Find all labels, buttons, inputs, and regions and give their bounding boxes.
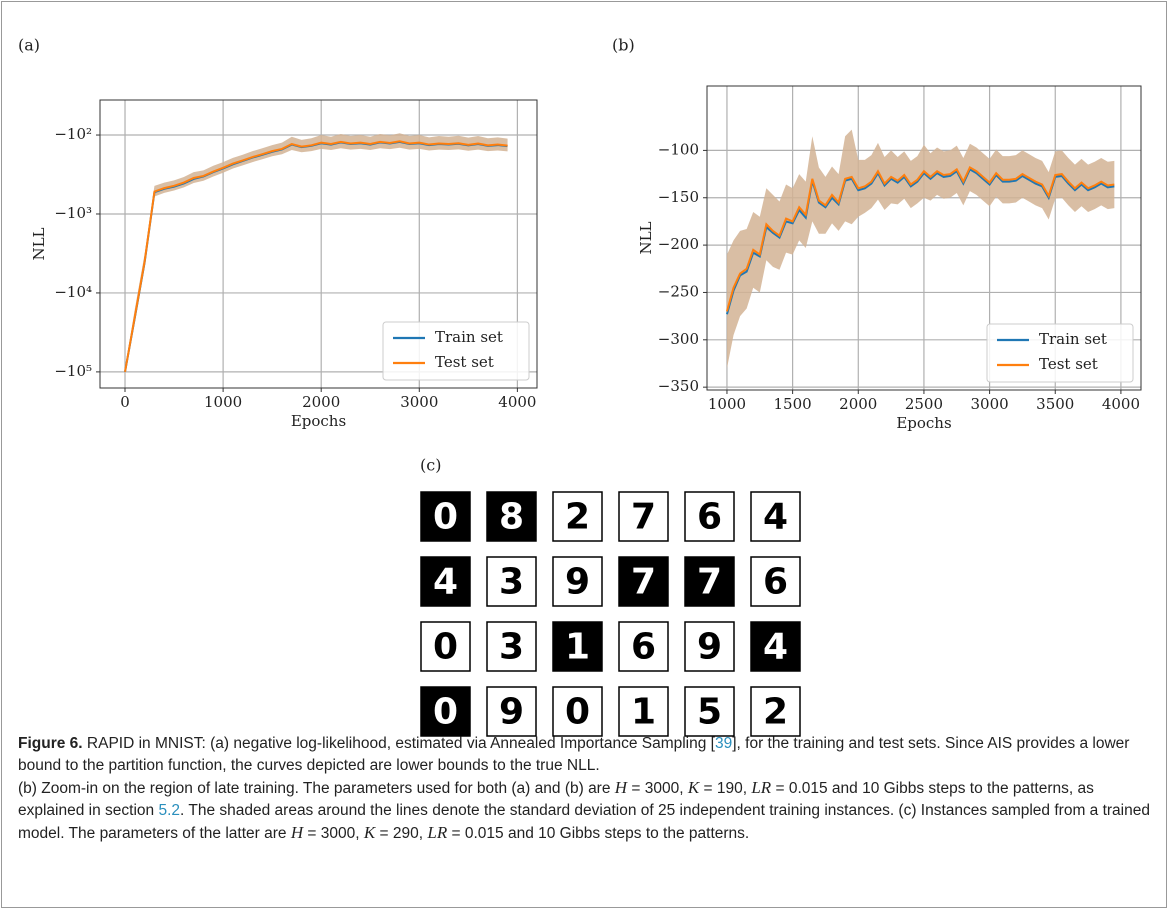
sample-digit: 4 — [433, 562, 458, 603]
math: LR — [751, 778, 771, 797]
x-tick-label: 4000 — [498, 393, 536, 411]
caption-text: = 0.015 and 10 Gibbs steps to the patter… — [447, 825, 749, 842]
sample-digit: 0 — [433, 692, 458, 733]
citation[interactable]: 39 — [715, 735, 732, 752]
sample-digit: 7 — [697, 562, 722, 603]
math: LR — [427, 823, 447, 842]
x-tick-label: 1000 — [204, 393, 242, 411]
sample-digit: 7 — [631, 562, 656, 603]
sample-digit: 6 — [631, 627, 656, 668]
legend-label: Test set — [1039, 355, 1098, 373]
caption: Figure 6. RAPID in MNIST: (a) negative l… — [18, 733, 1150, 845]
y-tick-label: −10³ — [54, 204, 92, 222]
page: (a) (b) (c) −10²−10³−10⁴−10⁵010002000300… — [0, 0, 1168, 912]
math: H — [615, 778, 627, 797]
sample-digit: 2 — [565, 497, 590, 538]
x-axis-label: Epochs — [291, 412, 346, 430]
x-axis-label: Epochs — [896, 414, 951, 432]
sample-digit: 9 — [565, 562, 590, 603]
sample-digit: 0 — [433, 497, 458, 538]
x-tick-label: 1000 — [708, 395, 746, 413]
x-tick-label: 2000 — [302, 393, 340, 411]
x-tick-label: 0 — [120, 393, 130, 411]
panel-label: (a) — [18, 36, 40, 55]
y-tick-label: −10² — [54, 125, 92, 143]
x-tick-label: 3500 — [1036, 395, 1074, 413]
sample-digit: 6 — [697, 497, 722, 538]
math: K — [364, 823, 375, 842]
sample-digit: 3 — [499, 627, 524, 668]
sample-digit: 0 — [433, 627, 458, 668]
x-tick-label: 4000 — [1102, 395, 1140, 413]
x-tick-label: 3000 — [400, 393, 438, 411]
panel-label: (c) — [420, 456, 441, 475]
y-tick-label: −250 — [658, 282, 699, 300]
caption-text: (b) Zoom-in on the region of late traini… — [18, 780, 615, 797]
math: K — [688, 778, 699, 797]
sample-digit: 9 — [499, 692, 524, 733]
y-tick-label: −100 — [658, 140, 699, 158]
sample-digit: 0 — [565, 692, 590, 733]
legend-label: Train set — [1039, 330, 1107, 348]
y-tick-label: −10⁵ — [54, 362, 92, 380]
caption-text: = 3000, — [303, 825, 364, 842]
sample-digit: 2 — [763, 692, 788, 733]
section-link[interactable]: 5.2 — [158, 802, 180, 819]
y-tick-label: −150 — [658, 188, 699, 206]
legend-label: Test set — [435, 353, 494, 371]
legend-label: Train set — [435, 328, 503, 346]
sample-digit: 1 — [631, 692, 656, 733]
sample-digit: 4 — [763, 627, 788, 668]
x-tick-label: 3000 — [970, 395, 1008, 413]
sample-digit: 3 — [499, 562, 524, 603]
caption-label: Figure 6. — [18, 735, 83, 752]
x-tick-label: 1500 — [774, 395, 812, 413]
sample-digit: 7 — [631, 497, 656, 538]
math: H — [291, 823, 303, 842]
y-tick-label: −200 — [658, 235, 699, 253]
sample-digit: 8 — [499, 497, 524, 538]
caption-text: = 190, — [699, 780, 751, 797]
sample-digit: 1 — [565, 627, 590, 668]
x-tick-label: 2000 — [839, 395, 877, 413]
y-axis-label: NLL — [637, 221, 655, 254]
y-axis-label: NLL — [30, 227, 48, 260]
sample-digit: 4 — [763, 497, 788, 538]
panel-label: (b) — [612, 36, 635, 55]
caption-text: = 290, — [375, 825, 427, 842]
sample-digit: 9 — [697, 627, 722, 668]
y-tick-label: −350 — [658, 377, 699, 395]
sample-digit: 5 — [697, 692, 722, 733]
x-tick-label: 2500 — [905, 395, 943, 413]
y-tick-label: −10⁴ — [54, 283, 92, 301]
y-tick-label: −300 — [658, 330, 699, 348]
caption-text: RAPID in MNIST: (a) negative log-likelih… — [87, 735, 715, 752]
caption-text: = 3000, — [627, 780, 688, 797]
sample-digit: 6 — [763, 562, 788, 603]
